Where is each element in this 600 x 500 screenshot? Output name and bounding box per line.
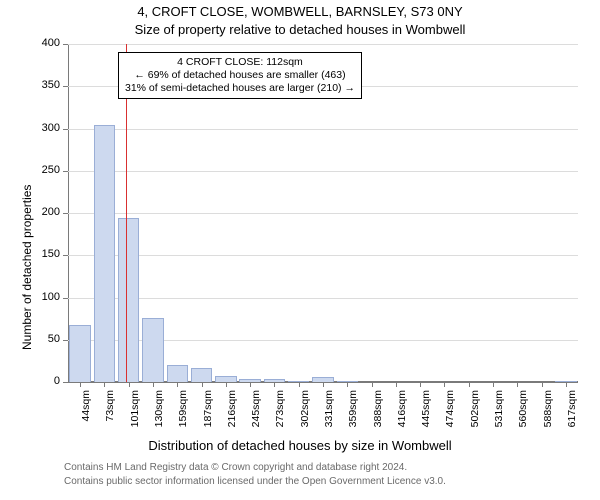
x-tick-mark: [517, 382, 518, 387]
x-tick-label: 560sqm: [517, 390, 529, 450]
y-tick-label: 100: [28, 291, 60, 303]
x-tick-mark: [420, 382, 421, 387]
x-tick-mark: [202, 382, 203, 387]
y-tick-mark: [63, 213, 68, 214]
x-tick-label: 245sqm: [250, 390, 262, 450]
y-gridline: [68, 213, 578, 214]
histogram-bar: [94, 125, 115, 382]
x-tick-label: 531sqm: [493, 390, 505, 450]
y-tick-mark: [63, 340, 68, 341]
histogram-plot: 4 CROFT CLOSE: 112sqm ← 69% of detached …: [68, 44, 578, 382]
x-tick-mark: [274, 382, 275, 387]
x-tick-mark: [372, 382, 373, 387]
x-tick-mark: [444, 382, 445, 387]
x-tick-mark: [566, 382, 567, 387]
x-tick-label: 588sqm: [542, 390, 554, 450]
x-tick-label: 44sqm: [80, 390, 92, 450]
x-tick-mark: [177, 382, 178, 387]
x-tick-label: 502sqm: [469, 390, 481, 450]
x-tick-mark: [153, 382, 154, 387]
footer-line-2: Contains public sector information licen…: [64, 476, 446, 487]
y-tick-label: 250: [28, 164, 60, 176]
y-tick-label: 0: [28, 375, 60, 387]
y-tick-mark: [63, 44, 68, 45]
x-tick-label: 73sqm: [104, 390, 116, 450]
y-tick-mark: [63, 171, 68, 172]
x-tick-mark: [104, 382, 105, 387]
x-tick-mark: [226, 382, 227, 387]
x-tick-label: 474sqm: [444, 390, 456, 450]
histogram-bar: [118, 218, 139, 382]
x-tick-mark: [250, 382, 251, 387]
x-tick-label: 388sqm: [372, 390, 384, 450]
x-tick-label: 302sqm: [299, 390, 311, 450]
x-tick-label: 273sqm: [274, 390, 286, 450]
histogram-bar: [191, 368, 212, 382]
x-tick-mark: [469, 382, 470, 387]
x-tick-label: 617sqm: [566, 390, 578, 450]
y-gridline: [68, 255, 578, 256]
x-tick-mark: [80, 382, 81, 387]
x-tick-label: 130sqm: [153, 390, 165, 450]
histogram-bar: [142, 318, 163, 382]
x-tick-label: 216sqm: [226, 390, 238, 450]
x-tick-mark: [347, 382, 348, 387]
page-subtitle: Size of property relative to detached ho…: [0, 22, 600, 37]
y-tick-label: 350: [28, 79, 60, 91]
annotation-line-2: ← 69% of detached houses are smaller (46…: [125, 69, 355, 82]
footer-line-1: Contains HM Land Registry data © Crown c…: [64, 462, 407, 473]
annotation-box: 4 CROFT CLOSE: 112sqm ← 69% of detached …: [118, 52, 362, 99]
x-tick-mark: [542, 382, 543, 387]
x-tick-label: 416sqm: [396, 390, 408, 450]
x-tick-mark: [299, 382, 300, 387]
y-tick-mark: [63, 255, 68, 256]
y-gridline: [68, 44, 578, 45]
y-gridline: [68, 171, 578, 172]
x-tick-mark: [323, 382, 324, 387]
y-tick-mark: [63, 86, 68, 87]
y-tick-mark: [63, 298, 68, 299]
x-tick-mark: [493, 382, 494, 387]
x-tick-label: 101sqm: [129, 390, 141, 450]
x-tick-mark: [129, 382, 130, 387]
y-tick-label: 400: [28, 37, 60, 49]
y-tick-label: 200: [28, 206, 60, 218]
y-gridline: [68, 298, 578, 299]
y-tick-label: 150: [28, 248, 60, 260]
x-tick-label: 159sqm: [177, 390, 189, 450]
page-title: 4, CROFT CLOSE, WOMBWELL, BARNSLEY, S73 …: [0, 4, 600, 19]
y-tick-mark: [63, 382, 68, 383]
annotation-line-3: 31% of semi-detached houses are larger (…: [125, 82, 355, 95]
y-gridline: [68, 129, 578, 130]
x-tick-label: 445sqm: [420, 390, 432, 450]
y-tick-label: 300: [28, 122, 60, 134]
x-tick-label: 359sqm: [347, 390, 359, 450]
annotation-line-1: 4 CROFT CLOSE: 112sqm: [125, 56, 355, 69]
x-tick-label: 331sqm: [323, 390, 335, 450]
histogram-bar: [69, 325, 90, 382]
x-tick-label: 187sqm: [202, 390, 214, 450]
y-tick-label: 50: [28, 333, 60, 345]
histogram-bar: [167, 365, 188, 382]
y-tick-mark: [63, 129, 68, 130]
x-tick-mark: [396, 382, 397, 387]
